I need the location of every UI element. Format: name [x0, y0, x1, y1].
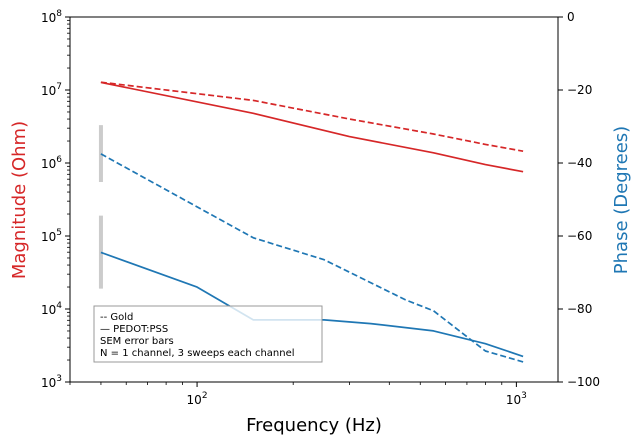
- y-left-tick-label: 108: [41, 9, 62, 25]
- y-right-tick-label: −40: [567, 156, 592, 170]
- y-left-tick-label: 106: [41, 155, 62, 171]
- x-tick-label: 103: [506, 391, 527, 407]
- y-right-tick-label: −100: [567, 375, 600, 389]
- y-right-tick-label: −20: [567, 83, 592, 97]
- series-line-3: [100, 153, 524, 363]
- y-left-tick-label: 107: [41, 82, 62, 98]
- y-left-tick-label: 105: [41, 228, 62, 244]
- axes: 102 103 103 104 105 106 107 108 0 −20 −40 −60 −80 −10…: [41, 9, 600, 407]
- y-right-axis-label: Phase (Degrees): [611, 126, 632, 274]
- legend-entry: SEM error bars: [100, 336, 174, 347]
- y-right-tick-label: −80: [567, 302, 592, 316]
- series-line-1: [100, 81, 524, 153]
- series-line-4: [100, 251, 524, 358]
- y-right-tick-label: −60: [567, 229, 592, 243]
- y-left-axis-label: Magnitude (Ohm): [9, 121, 30, 279]
- legend-entry: -- Gold: [100, 312, 133, 323]
- y-left-tick-label: 103: [41, 374, 62, 390]
- y-right-tick-label: 0: [567, 10, 575, 24]
- legend-entry: N = 1 channel, 3 sweeps each channel: [100, 348, 295, 359]
- plot-frame: [69, 16, 559, 383]
- legend-entry: — PEDOT:PSS: [100, 324, 168, 335]
- legend-box: [93, 305, 323, 363]
- y-left-tick-label: 104: [41, 301, 62, 317]
- x-axis-label: Frequency (Hz): [246, 415, 382, 436]
- x-tick-label: 102: [187, 391, 208, 407]
- plot-area: [98, 81, 524, 363]
- series-line-2: [100, 81, 524, 173]
